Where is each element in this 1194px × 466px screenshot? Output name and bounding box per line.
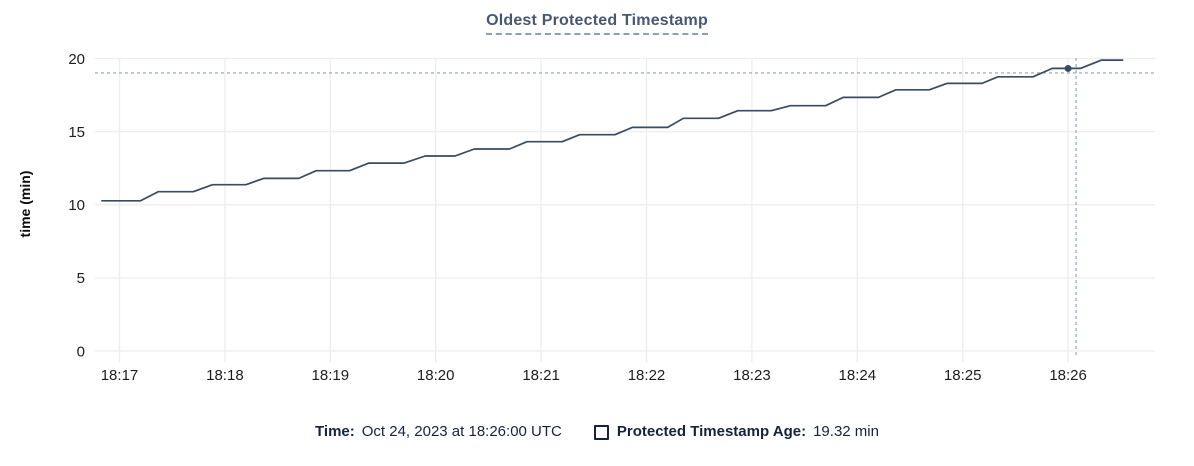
x-tick-label: 18:24 [839,367,877,384]
series-line-protected-timestamp-age [101,59,1124,202]
x-tick-label: 18:25 [944,367,982,384]
x-tick-label: 18:19 [312,367,350,384]
legend-time-value: Oct 24, 2023 at 18:26:00 UTC [361,423,562,440]
chart-title-row: Oldest Protected Timestamp [0,12,1194,35]
legend-series-checkbox-icon [593,424,609,440]
y-tick-label: 10 [68,197,85,214]
y-tick-label: 15 [68,124,85,141]
legend-series-item[interactable]: Protected Timestamp Age: 19.32 min [593,423,879,441]
x-tick-label: 18:18 [206,367,244,384]
chart-plot-area[interactable] [95,59,1155,352]
y-tick-label: 0 [77,343,85,360]
legend-series-value: 19.32 min [813,423,879,440]
x-tick-label: 18:21 [522,367,560,384]
x-tick-label: 18:22 [628,367,666,384]
y-tick-label: 5 [77,270,85,287]
timeseries-chart: 0 5 10 15 20 18:17 18:18 18:19 18:20 18:21 18:22 18… [17,51,1156,384]
x-tick-label: 18:26 [1049,367,1087,384]
y-tick-label: 20 [68,51,85,68]
y-axis-label: time (min) [17,171,33,238]
legend-series-label: Protected Timestamp Age: [616,423,807,440]
x-tick-label: 18:20 [417,367,455,384]
x-tick-label: 18:17 [101,367,139,384]
hover-point-marker [1064,64,1072,72]
legend-time-label: Time: [315,423,355,440]
chart-title[interactable]: Oldest Protected Timestamp [486,12,708,35]
x-tick-label: 18:23 [733,367,771,384]
chart-hover-legend: Time: Oct 24, 2023 at 18:26:00 UTC Prote… [0,423,1194,441]
